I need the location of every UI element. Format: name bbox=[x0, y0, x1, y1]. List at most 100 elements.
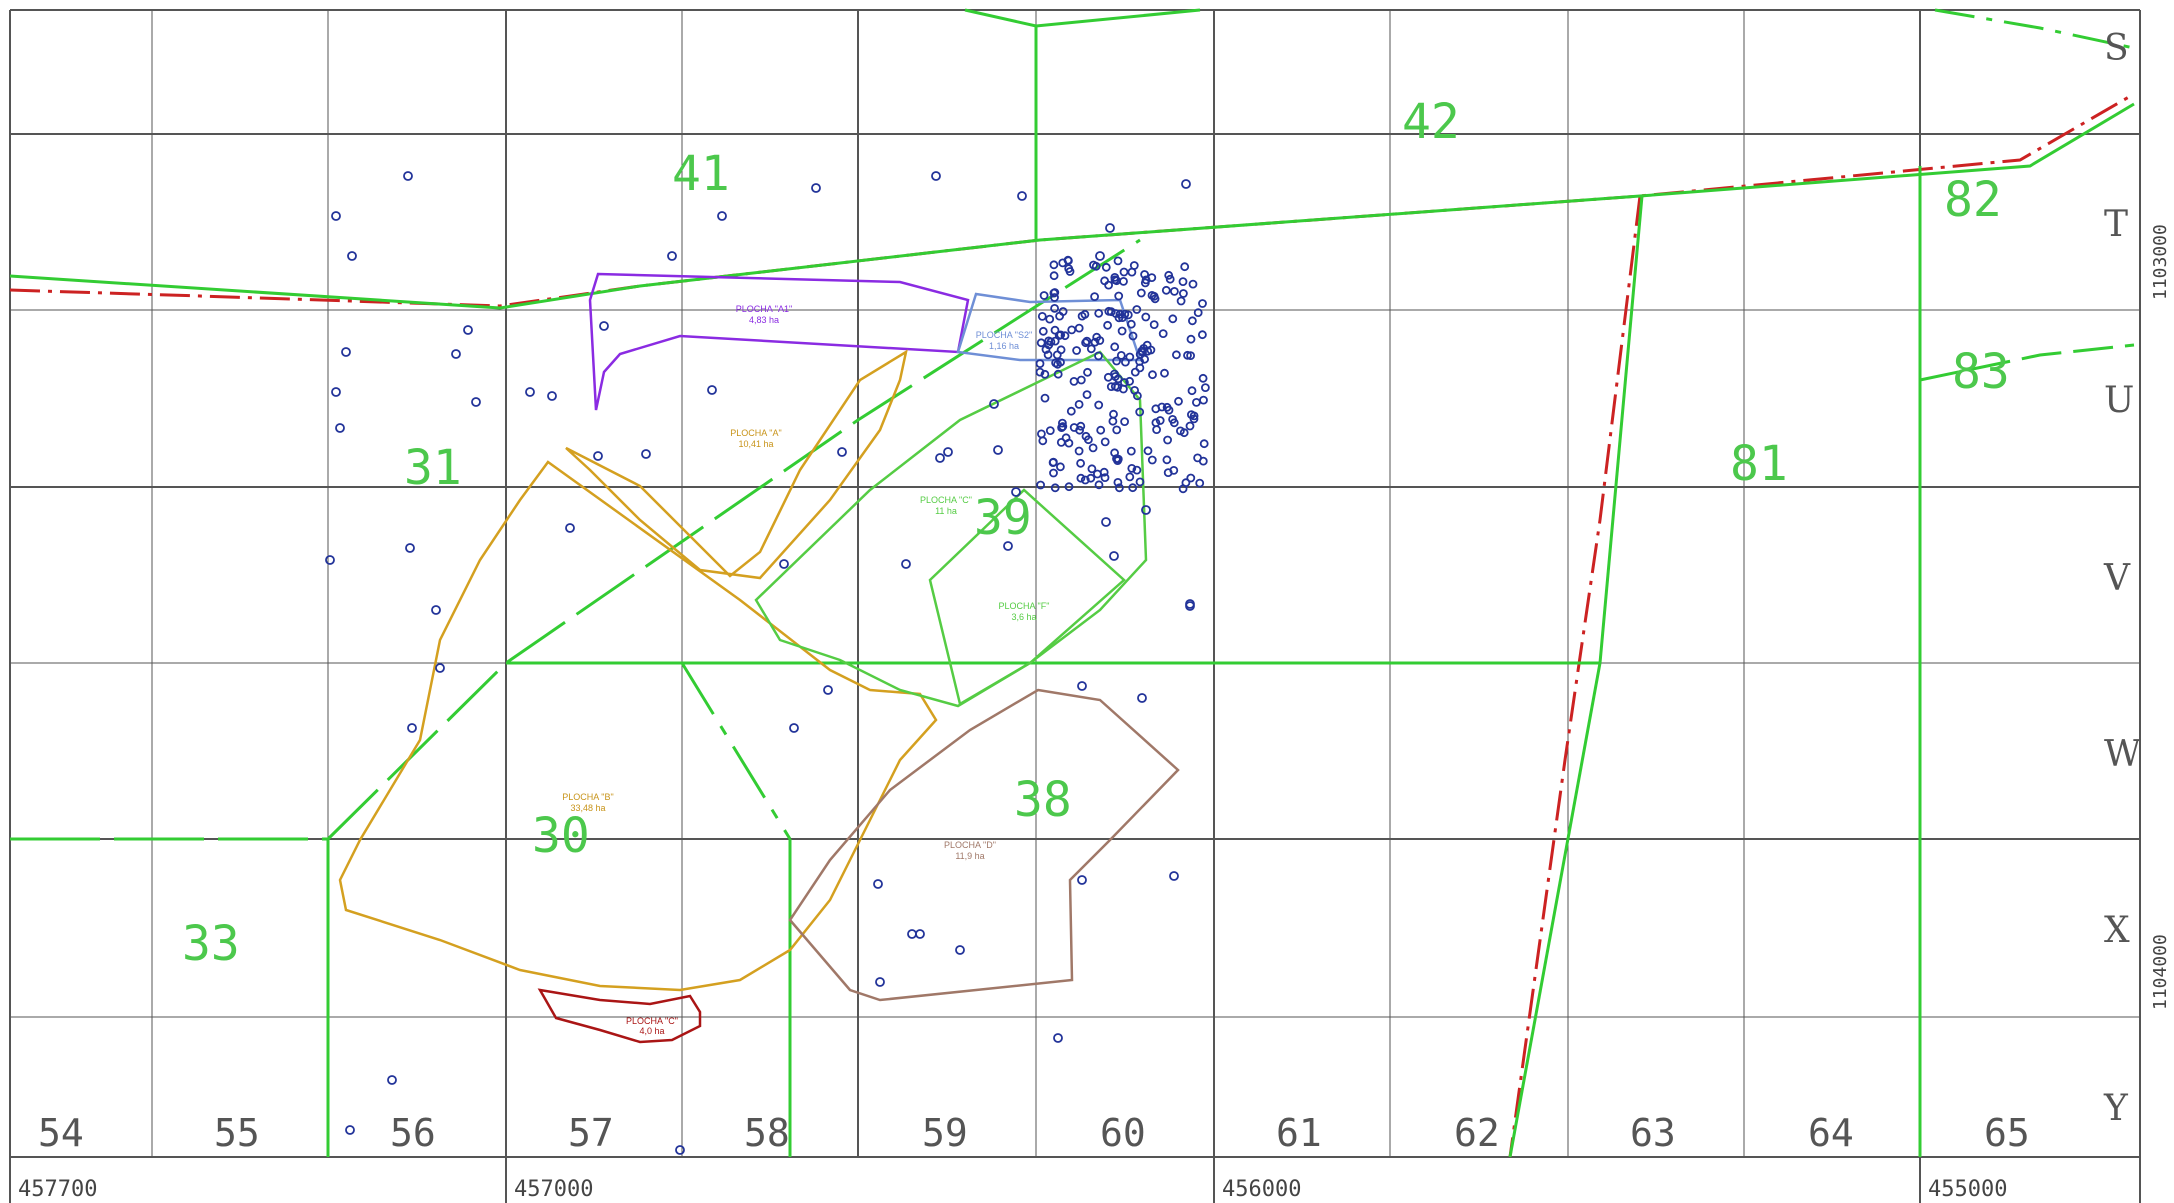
survey-point bbox=[789, 723, 799, 733]
plot-a1-area: 4,83 ha bbox=[749, 315, 779, 325]
row-labels: S T U V W X Y bbox=[2103, 28, 2141, 1129]
survey-point bbox=[811, 183, 821, 193]
section-label: 30 bbox=[532, 808, 590, 864]
section-label: 83 bbox=[1952, 344, 2010, 400]
survey-point bbox=[1119, 276, 1128, 286]
survey-point bbox=[1135, 477, 1145, 487]
survey-point bbox=[1110, 342, 1120, 352]
survey-points bbox=[325, 171, 1210, 1155]
survey-point bbox=[1199, 395, 1208, 405]
survey-point bbox=[1185, 601, 1195, 611]
survey-point bbox=[1186, 473, 1196, 483]
survey-point bbox=[1113, 374, 1123, 384]
survey-point bbox=[1193, 308, 1203, 318]
plot-a1-name: PLOCHA "A1" bbox=[736, 304, 792, 314]
survey-point bbox=[1057, 423, 1066, 433]
survey-point bbox=[1178, 484, 1188, 494]
survey-point bbox=[1076, 421, 1086, 431]
survey-point bbox=[1036, 338, 1046, 348]
survey-point bbox=[435, 663, 445, 673]
survey-point bbox=[1123, 310, 1133, 320]
survey-point bbox=[1064, 264, 1074, 274]
survey-point bbox=[1064, 482, 1074, 492]
survey-point bbox=[1187, 386, 1197, 396]
survey-point bbox=[1050, 303, 1059, 313]
survey-point bbox=[1072, 346, 1081, 355]
plot-a-name: PLOCHA "A" bbox=[730, 428, 781, 438]
survey-point bbox=[1113, 454, 1123, 464]
column-label: 54 bbox=[38, 1111, 84, 1155]
plot-f-boundary bbox=[928, 488, 1126, 706]
column-label: 60 bbox=[1100, 1111, 1146, 1155]
survey-point bbox=[1049, 288, 1059, 298]
plot-f-area: 3,6 ha bbox=[1011, 612, 1036, 622]
survey-point bbox=[1058, 258, 1068, 268]
survey-point bbox=[1188, 279, 1198, 289]
survey-point bbox=[1170, 286, 1179, 296]
survey-point bbox=[1199, 439, 1209, 449]
survey-point bbox=[901, 559, 911, 569]
survey-point bbox=[823, 685, 833, 695]
survey-point bbox=[1132, 305, 1142, 314]
survey-point bbox=[1125, 352, 1135, 362]
section-lines bbox=[9, 8, 2135, 1158]
side-coordinates: 1103000 1104000 bbox=[2150, 224, 2171, 1010]
survey-point bbox=[331, 387, 341, 397]
survey-point bbox=[1105, 223, 1115, 233]
survey-point bbox=[405, 543, 415, 553]
survey-point bbox=[667, 251, 677, 261]
survey-point bbox=[1143, 346, 1153, 356]
survey-point bbox=[1168, 314, 1178, 324]
survey-point bbox=[1041, 345, 1051, 354]
survey-point bbox=[1189, 414, 1199, 424]
survey-point bbox=[1127, 463, 1137, 473]
survey-point bbox=[1185, 421, 1195, 431]
survey-point bbox=[407, 723, 417, 733]
survey-point bbox=[1090, 337, 1100, 347]
survey-point bbox=[1140, 354, 1149, 364]
survey-point bbox=[1094, 308, 1104, 318]
row-label: X bbox=[2104, 910, 2130, 951]
survey-point bbox=[1162, 402, 1172, 412]
plot-s2-area: 1,16 ha bbox=[989, 341, 1019, 351]
survey-point bbox=[1133, 391, 1142, 401]
survey-point bbox=[1094, 400, 1104, 410]
survey-point bbox=[1141, 312, 1151, 322]
survey-point bbox=[347, 251, 357, 261]
survey-point bbox=[1117, 326, 1127, 336]
survey-point bbox=[1086, 473, 1096, 483]
survey-point bbox=[1116, 350, 1126, 360]
easting-label: 457700 bbox=[18, 1177, 97, 1202]
survey-point bbox=[341, 347, 351, 357]
survey-point bbox=[1179, 289, 1188, 298]
survey-point bbox=[1074, 399, 1084, 409]
row-label: W bbox=[2104, 734, 2141, 775]
survey-point bbox=[1086, 344, 1096, 354]
survey-point bbox=[1174, 396, 1183, 406]
survey-point bbox=[1201, 383, 1210, 393]
survey-point bbox=[1040, 369, 1050, 379]
survey-point bbox=[1132, 465, 1142, 475]
plot-b-area: 33,48 ha bbox=[570, 803, 605, 813]
plot-b-name: PLOCHA "B" bbox=[562, 792, 613, 802]
survey-point bbox=[1094, 480, 1104, 490]
survey-point bbox=[1056, 462, 1065, 472]
survey-point bbox=[599, 321, 609, 331]
survey-point bbox=[1074, 446, 1084, 456]
survey-point bbox=[1050, 293, 1059, 302]
survey-point bbox=[1178, 277, 1188, 287]
section-label: 39 bbox=[974, 490, 1032, 546]
survey-point bbox=[1082, 390, 1092, 400]
survey-point bbox=[1049, 271, 1059, 281]
survey-point bbox=[1036, 480, 1045, 490]
survey-point bbox=[403, 171, 413, 181]
survey-point bbox=[1113, 477, 1123, 487]
survey-point bbox=[593, 451, 603, 461]
section-label: 33 bbox=[182, 916, 240, 972]
section-labels: 41 42 82 83 81 31 39 38 30 33 bbox=[182, 94, 2010, 972]
survey-point bbox=[1163, 435, 1172, 445]
survey-point bbox=[1157, 402, 1167, 412]
survey-point bbox=[1100, 473, 1110, 483]
easting-label: 457000 bbox=[514, 1177, 593, 1202]
